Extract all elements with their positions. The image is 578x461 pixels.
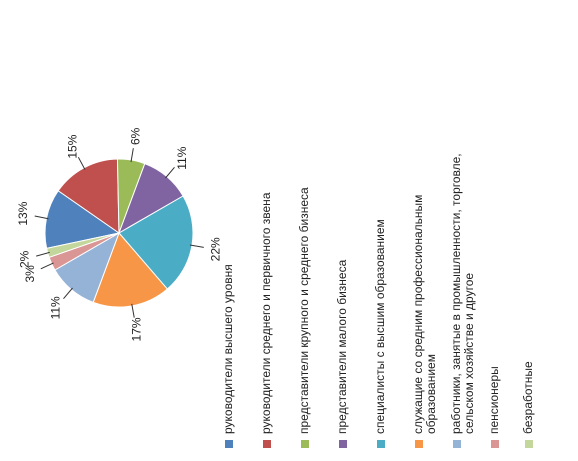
data-label-7: 11% [49, 296, 63, 319]
leader-line-9 [36, 251, 50, 257]
legend-item-1: руководители высшего уровня [221, 264, 256, 448]
legend-item-5: специалисты с высшим образованием [373, 219, 408, 448]
data-label-4: 11% [175, 146, 189, 169]
pie-data-labels: 13% 15% 6% 11% 22% 17% 11% 3%2% [16, 127, 223, 341]
leader-line-1 [34, 215, 49, 220]
legend-swatch-2 [263, 440, 271, 448]
legend-swatch-7 [453, 440, 461, 448]
leader-line-4 [165, 166, 175, 179]
legend-swatch-1 [225, 440, 233, 448]
pie-slices [44, 158, 194, 308]
legend-item-2: руководители среднего и первичного звена [259, 192, 294, 448]
legend-label-5: специалисты с высшим образованием [373, 219, 387, 434]
leader-line-5 [189, 244, 204, 248]
leader-line-7 [63, 287, 73, 300]
data-label-5: 22% [209, 237, 223, 261]
legend-item-7: работники, занятые в промышленности, тор… [449, 128, 484, 448]
legend-item-4: представители малого бизнеса [335, 259, 370, 448]
leader-line-8 [40, 262, 54, 270]
legend-label-1: руководители высшего уровня [221, 264, 235, 434]
legend-swatch-6 [415, 440, 423, 448]
legend-item-9: безработные [521, 361, 556, 448]
legend-label-6: служащие со средним профессиональным обр… [411, 194, 438, 434]
legend-label-7: работники, занятые в промышленности, тор… [449, 153, 476, 434]
data-label-1: 13% [16, 201, 30, 225]
data-label-6: 17% [129, 317, 143, 341]
data-label-9: 2% [18, 250, 32, 268]
leader-line-3 [130, 148, 134, 163]
data-label-2: 15% [66, 134, 80, 158]
legend-item-6: служащие со средним профессиональным обр… [411, 128, 446, 448]
leader-line-2 [77, 156, 86, 170]
legend-swatch-9 [525, 440, 533, 448]
legend-label-4: представители малого бизнеса [335, 259, 349, 434]
legend-label-8: пенсионеры [487, 366, 501, 434]
leader-line-6 [131, 303, 135, 318]
legend-label-9: безработные [521, 361, 535, 434]
legend-swatch-4 [339, 440, 347, 448]
legend-label-3: представители крупного и среднего бизнес… [297, 187, 311, 434]
legend-item-8: пенсионеры [487, 366, 522, 448]
legend-swatch-8 [491, 440, 499, 448]
data-label-3: 6% [128, 127, 142, 145]
data-label-8: 3% [23, 265, 37, 283]
legend-swatch-5 [377, 440, 385, 448]
legend-item-3: представители крупного и среднего бизнес… [297, 187, 332, 448]
legend-swatch-3 [301, 440, 309, 448]
legend-label-2: руководители среднего и первичного звена [259, 192, 273, 435]
